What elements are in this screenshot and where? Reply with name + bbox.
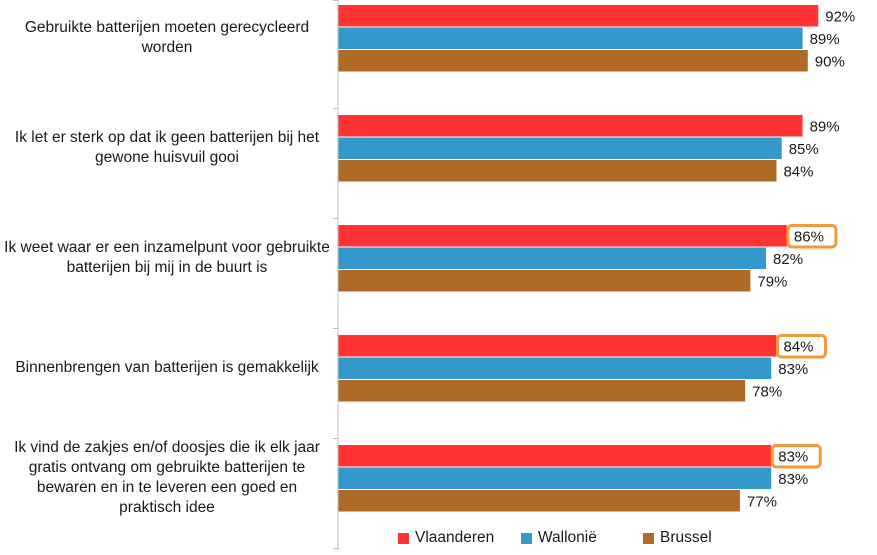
bar-brussel: [338, 380, 746, 402]
bar-vlaanderen: [338, 335, 777, 357]
data-label: 90%: [815, 53, 845, 70]
bar-vlaanderen: [338, 5, 819, 27]
data-label: 92%: [825, 8, 855, 25]
data-label: 84%: [783, 163, 813, 180]
legend-label: Wallonië: [538, 529, 597, 546]
legend-swatch: [643, 532, 654, 544]
category-label: Gebruikte batterijen moeten gerecycleerd…: [24, 19, 310, 56]
legend-item-vlaanderen: Vlaanderen: [398, 529, 494, 547]
data-label: 77%: [747, 493, 777, 510]
bar-vlaanderen: [338, 225, 787, 247]
data-label: 86%: [794, 228, 824, 245]
legend-label: Brussel: [660, 529, 712, 546]
legend-item-brussel: Brussel: [643, 529, 712, 547]
bar-brussel: [338, 50, 808, 72]
bar-brussel: [338, 490, 740, 512]
bar-wallonie: [338, 357, 772, 379]
data-label: 89%: [810, 31, 840, 48]
legend-swatch: [398, 532, 409, 544]
bar-wallonie: [338, 467, 772, 489]
legend-label: Vlaanderen: [415, 529, 495, 546]
highlight-box: [770, 444, 822, 469]
bar-brussel: [338, 160, 777, 182]
category-label: Ik let er sterk op dat ik geen batterije…: [14, 129, 320, 166]
value-labels-group: 92% 89% 86% 84% 83% 89% 85% 82% 83% 83% 90% 84% 79% 7…: [747, 8, 855, 510]
legend-swatch: [521, 532, 532, 544]
bar-vlaanderen: [338, 445, 772, 467]
data-label: 83%: [778, 361, 808, 378]
data-label: 78%: [752, 383, 782, 400]
bars-group: [338, 5, 819, 512]
data-label: 85%: [789, 141, 819, 158]
bar-wallonie: [338, 27, 803, 49]
data-label: 82%: [773, 251, 803, 268]
bar-brussel: [338, 270, 751, 292]
highlight-box: [786, 224, 838, 249]
data-label: 79%: [757, 273, 787, 290]
highlight-box: [775, 334, 827, 359]
bar-wallonie: [338, 247, 767, 269]
bar-vlaanderen: [338, 115, 803, 137]
legend-item-wallonie: Wallonië: [521, 529, 597, 547]
category-label: Ik vind de zakjes en/of doosjes die ik e…: [14, 439, 320, 516]
category-label: Ik weet waar er een inzamelpunt voor geb…: [4, 239, 330, 276]
bar-wallonie: [338, 137, 782, 159]
category-axis: [333, 0, 339, 550]
data-label: 84%: [783, 338, 813, 355]
data-label: 83%: [778, 448, 808, 465]
data-label: 89%: [810, 118, 840, 135]
category-label: Binnenbrengen van batterijen is gemakkel…: [15, 359, 319, 376]
data-label: 83%: [778, 471, 808, 488]
